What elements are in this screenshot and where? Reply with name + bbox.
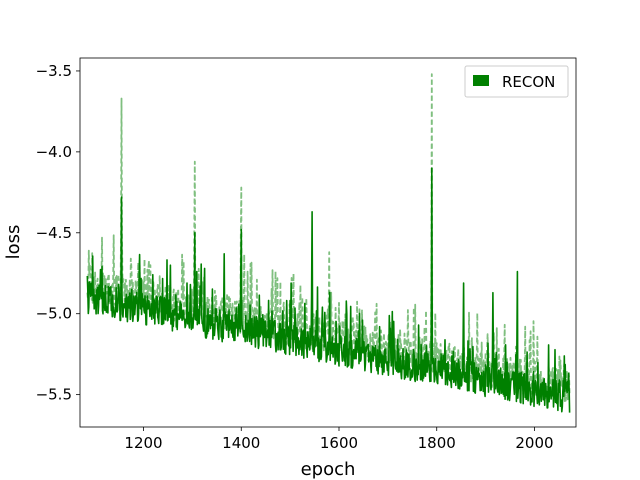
x-axis-label: epoch	[301, 459, 356, 480]
y-tick-label: −3.5	[36, 62, 72, 80]
y-tick-label: −5.0	[36, 305, 72, 323]
legend-box	[464, 65, 569, 98]
legend-swatch	[473, 75, 489, 86]
legend: RECON	[464, 65, 569, 98]
y-tick-label: −4.5	[36, 224, 72, 242]
x-tick-label: 2000	[515, 434, 553, 452]
x-axis: 1200 1400 1600 1800 2000	[124, 427, 554, 452]
series-line-recon	[86, 167, 571, 413]
x-tick-label: 1600	[320, 434, 358, 452]
y-axis: −3.5 −4.0 −4.5 −5.0 −5.5	[36, 62, 80, 404]
y-tick-label: −4.0	[36, 143, 72, 161]
plot-frame	[79, 57, 577, 428]
x-tick-label: 1800	[418, 434, 456, 452]
y-axis-label: loss	[3, 225, 24, 260]
plot-lines	[86, 73, 571, 413]
x-tick-label: 1200	[124, 434, 162, 452]
x-tick-label: 1400	[222, 434, 260, 452]
y-tick-label: −5.5	[36, 386, 72, 404]
legend-label: RECON	[502, 73, 555, 91]
